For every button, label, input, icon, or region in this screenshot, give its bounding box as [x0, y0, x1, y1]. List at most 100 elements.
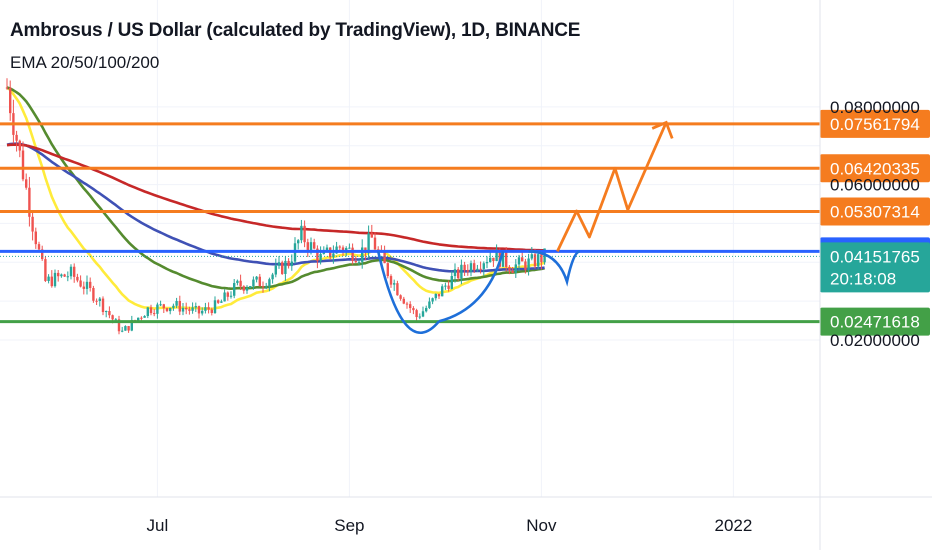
candle-body	[431, 298, 434, 302]
candle-body	[229, 295, 233, 297]
chart-title: Ambrosus / US Dollar (calculated by Trad…	[10, 20, 581, 41]
candle-body	[95, 300, 98, 302]
candle-body	[98, 298, 101, 301]
candle-body	[47, 276, 50, 281]
x-tick-label: Sep	[334, 516, 364, 535]
candle-body	[165, 308, 169, 312]
candle-body	[223, 292, 226, 302]
candle-body	[517, 257, 521, 265]
candle-body	[524, 261, 527, 270]
candle-body	[204, 307, 207, 311]
candle-body	[188, 309, 191, 311]
candle-body	[63, 274, 66, 277]
handle-arc	[528, 250, 581, 287]
candle-body	[485, 261, 489, 264]
candle-body	[540, 254, 543, 263]
candle-body	[511, 270, 514, 273]
candle-body	[82, 286, 85, 289]
candle-body	[108, 311, 111, 316]
current-price-countdown: 20:18:08	[830, 269, 896, 288]
candle-body	[425, 307, 428, 312]
candle-body	[309, 242, 313, 251]
candle-body	[245, 287, 249, 291]
candle-body	[76, 276, 79, 281]
candle-body	[303, 225, 306, 243]
candle-body	[268, 279, 271, 287]
candle-body	[169, 307, 172, 312]
indicator-legend[interactable]: EMA 20/50/100/200	[10, 53, 160, 72]
candle-body	[460, 264, 463, 279]
candle-body	[213, 300, 217, 314]
y-tick-label: 0.08000000	[830, 98, 920, 117]
candle-body	[476, 268, 479, 271]
candle-body	[159, 304, 162, 306]
level-label-resistance-3: 0.07561794	[830, 115, 920, 134]
candle-body	[338, 246, 341, 248]
level-label-bg-resistance-3	[820, 109, 930, 138]
candle-body	[514, 264, 517, 273]
candle-body	[300, 225, 303, 241]
candle-body	[537, 254, 540, 267]
candle-body	[233, 283, 236, 296]
cup-left-arc	[376, 251, 440, 334]
candle-body	[466, 270, 469, 272]
candle-body	[281, 262, 284, 274]
level-label-support: 0.02471618	[830, 313, 920, 332]
candle-body	[399, 295, 402, 299]
candle-body	[348, 247, 351, 249]
candle-body	[527, 258, 530, 270]
candle-body	[226, 292, 229, 297]
candle-body	[153, 313, 156, 315]
candle-body	[242, 286, 245, 291]
candle-body	[284, 260, 287, 274]
candle-body	[101, 298, 105, 313]
candle-body	[252, 279, 255, 287]
candle-body	[79, 280, 82, 287]
candle-body	[453, 269, 457, 277]
annotation-layer	[376, 120, 674, 334]
candle-body	[437, 293, 441, 297]
candle-body	[383, 251, 386, 264]
candle-body	[521, 257, 524, 262]
current-price-label-bg	[820, 242, 930, 293]
candle-body	[361, 247, 364, 262]
candle-body	[60, 274, 63, 277]
candle-body	[463, 264, 466, 271]
candle-body	[18, 140, 21, 151]
candle-body	[207, 307, 210, 310]
candle-body	[297, 240, 300, 244]
candle-body	[415, 310, 418, 318]
candle-body	[261, 286, 265, 288]
candle-body	[489, 257, 492, 262]
candle-body	[306, 242, 309, 251]
candle-body	[220, 301, 223, 303]
candle-body	[191, 307, 194, 311]
candle-body	[130, 320, 133, 331]
candle-body	[418, 316, 421, 318]
candle-body	[124, 326, 127, 331]
candle-body	[178, 300, 181, 312]
candle-body	[482, 263, 485, 269]
level-label-resistance-1: 0.05307314	[830, 202, 920, 221]
candle-body	[73, 266, 76, 277]
candle-body	[367, 233, 370, 253]
candle-body	[114, 319, 117, 321]
candle-body	[405, 303, 409, 305]
candle-body	[66, 276, 69, 278]
candle-body	[127, 326, 130, 331]
ema-50-line	[6, 86, 545, 291]
candle-body	[505, 251, 508, 267]
current-price-label: 0.04151765	[830, 247, 920, 266]
candle-body	[201, 310, 204, 314]
candle-body	[111, 315, 114, 320]
candle-body	[421, 311, 425, 317]
candle-body	[105, 311, 108, 313]
candle-body	[316, 248, 319, 261]
candle-layer	[5, 78, 546, 335]
candle-body	[441, 286, 444, 297]
candle-body	[434, 293, 437, 299]
ema-200-line	[6, 143, 545, 252]
candle-body	[447, 285, 450, 289]
